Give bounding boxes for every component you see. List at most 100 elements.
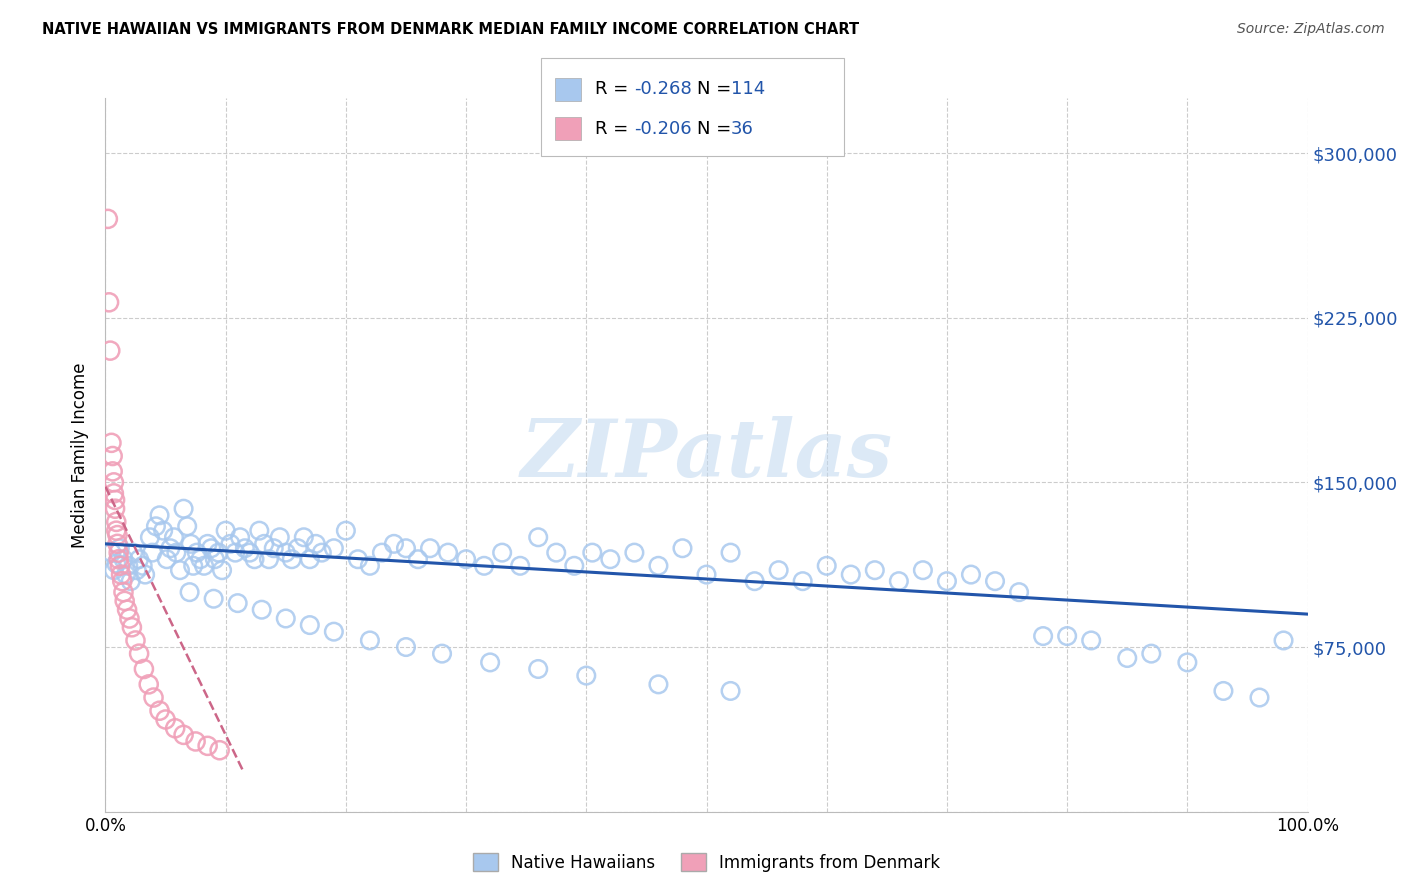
- Point: [239, 546, 262, 560]
- Text: NATIVE HAWAIIAN VS IMMIGRANTS FROM DENMARK MEDIAN FAMILY INCOME CORRELATION CHAR: NATIVE HAWAIIAN VS IMMIGRANTS FROM DENMA…: [42, 22, 859, 37]
- Point: [472, 558, 495, 573]
- Point: [984, 574, 1007, 589]
- Point: [1008, 585, 1031, 599]
- Point: [720, 684, 742, 698]
- Point: [100, 435, 122, 450]
- Point: [107, 546, 129, 560]
- Point: [406, 552, 429, 566]
- Point: [208, 743, 231, 757]
- Point: [117, 558, 139, 573]
- Point: [145, 519, 167, 533]
- Point: [165, 546, 187, 560]
- Point: [1140, 647, 1163, 661]
- Point: [647, 558, 669, 573]
- Point: [371, 546, 394, 560]
- Point: [111, 574, 134, 589]
- Point: [124, 633, 146, 648]
- Point: [1080, 633, 1102, 648]
- Point: [253, 537, 276, 551]
- Point: [115, 567, 138, 582]
- Text: -0.268: -0.268: [634, 80, 692, 98]
- Point: [112, 585, 135, 599]
- Point: [527, 530, 550, 544]
- Point: [839, 567, 862, 582]
- Point: [112, 552, 135, 566]
- Point: [193, 558, 215, 573]
- Text: 114: 114: [731, 80, 765, 98]
- Point: [491, 546, 513, 560]
- Legend: Native Hawaiians, Immigrants from Denmark: Native Hawaiians, Immigrants from Denmar…: [467, 847, 946, 879]
- Point: [110, 567, 132, 582]
- Point: [134, 567, 156, 582]
- Point: [103, 475, 125, 490]
- Point: [479, 656, 502, 670]
- Point: [887, 574, 910, 589]
- Point: [359, 633, 381, 648]
- Point: [118, 611, 141, 625]
- Point: [207, 546, 229, 560]
- Point: [298, 552, 321, 566]
- Point: [960, 567, 983, 582]
- Point: [142, 690, 165, 705]
- Point: [104, 501, 127, 516]
- Point: [186, 546, 208, 560]
- Point: [148, 508, 170, 523]
- Text: R =: R =: [595, 120, 634, 137]
- Point: [322, 624, 344, 639]
- Point: [165, 721, 187, 735]
- Point: [257, 552, 280, 566]
- Point: [347, 552, 370, 566]
- Text: Source: ZipAtlas.com: Source: ZipAtlas.com: [1237, 22, 1385, 37]
- Point: [575, 668, 598, 682]
- Point: [190, 552, 212, 566]
- Point: [180, 537, 202, 551]
- Point: [243, 552, 266, 566]
- Point: [139, 530, 162, 544]
- Point: [599, 552, 621, 566]
- Point: [163, 530, 186, 544]
- Point: [114, 594, 136, 608]
- Point: [98, 343, 121, 358]
- Point: [101, 449, 124, 463]
- Point: [120, 574, 142, 589]
- Point: [1116, 651, 1139, 665]
- Point: [395, 640, 418, 654]
- Point: [105, 515, 128, 529]
- Point: [103, 563, 125, 577]
- Point: [128, 552, 150, 566]
- Point: [233, 541, 256, 556]
- Point: [696, 567, 718, 582]
- Point: [322, 541, 344, 556]
- Point: [179, 585, 201, 599]
- Text: 36: 36: [731, 120, 754, 137]
- Point: [159, 541, 181, 556]
- Point: [103, 486, 125, 500]
- Point: [197, 739, 219, 753]
- Y-axis label: Median Family Income: Median Family Income: [72, 362, 90, 548]
- Point: [156, 552, 179, 566]
- Point: [176, 519, 198, 533]
- Point: [107, 552, 129, 566]
- Point: [546, 546, 568, 560]
- Point: [269, 530, 291, 544]
- Point: [292, 530, 315, 544]
- Point: [1032, 629, 1054, 643]
- Text: N =: N =: [697, 80, 737, 98]
- Point: [250, 603, 273, 617]
- Point: [815, 558, 838, 573]
- Point: [768, 563, 790, 577]
- Point: [247, 524, 270, 538]
- Point: [720, 546, 742, 560]
- Point: [623, 546, 645, 560]
- Point: [911, 563, 934, 577]
- Point: [121, 620, 143, 634]
- Point: [382, 537, 405, 551]
- Point: [263, 541, 285, 556]
- Point: [105, 557, 128, 571]
- Point: [359, 558, 381, 573]
- Point: [148, 704, 170, 718]
- Point: [107, 537, 129, 551]
- Text: -0.206: -0.206: [634, 120, 692, 137]
- Point: [298, 618, 321, 632]
- Point: [197, 537, 219, 551]
